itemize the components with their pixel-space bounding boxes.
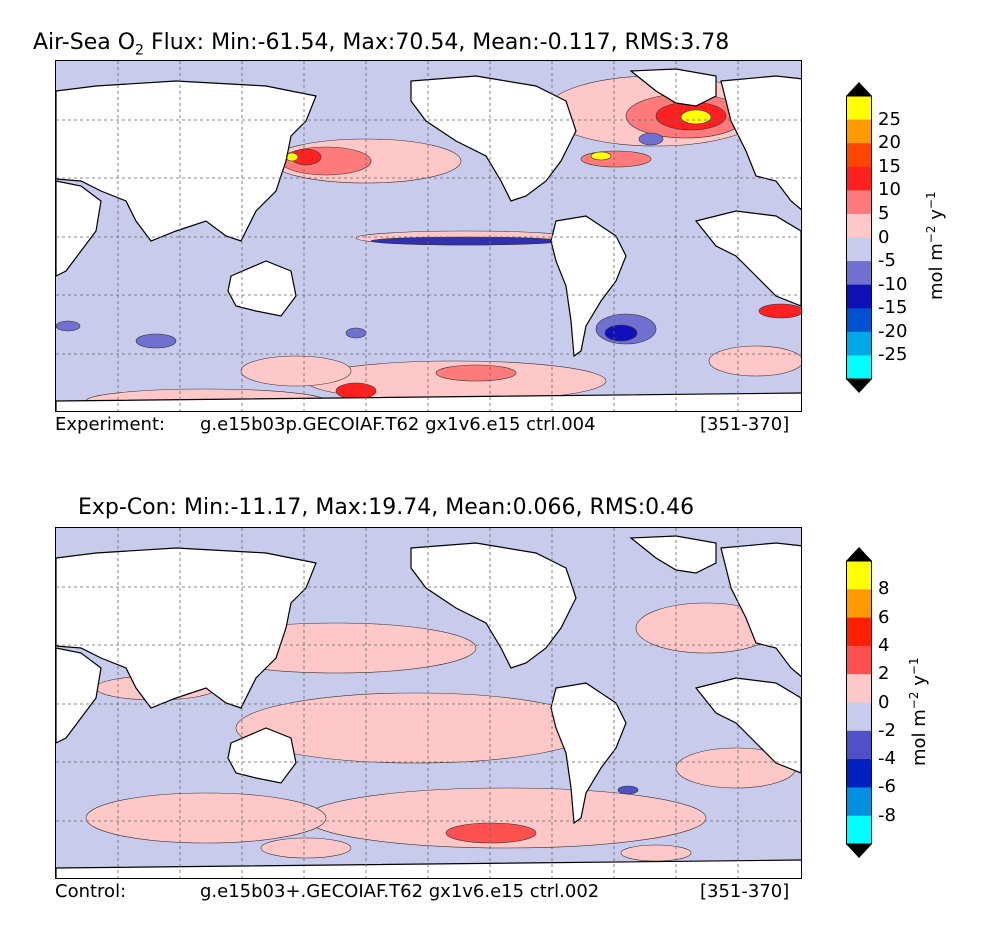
panel1-colorbar-tick-label: -20 bbox=[878, 320, 908, 342]
panel1-colorbar-tick-label: 5 bbox=[878, 202, 890, 224]
panel2-colorbar-units: mol m−2 y−1 bbox=[907, 657, 930, 766]
panel1-footer-case: g.e15b03p.GECOIAF.T62 gx1v6.e15 ctrl.004 bbox=[200, 414, 596, 435]
panel1-title-rest: Flux: Min:-61.54, Max:70.54, Mean:-0.117… bbox=[143, 30, 730, 55]
panel2-colorbar-swatch bbox=[846, 645, 872, 675]
panel1-colorbar-swatch bbox=[846, 213, 872, 238]
panel1-colorbar-swatch bbox=[846, 190, 872, 215]
panel1-footer-label: Experiment: bbox=[55, 414, 166, 435]
panel2-colorbar-swatch bbox=[846, 561, 872, 590]
panel1-colorbar-tick-label: 25 bbox=[878, 108, 901, 130]
panel1-colorbar-tick-label: -10 bbox=[878, 273, 908, 295]
panel1-colorbar-tick-label: 10 bbox=[878, 179, 901, 201]
panel1-units-exp2: −1 bbox=[924, 191, 938, 210]
panel1-colorbar-swatch bbox=[846, 261, 872, 286]
panel2-units-exp2: −1 bbox=[907, 657, 921, 676]
panel2-colorbar-tick-label: -8 bbox=[878, 804, 896, 826]
panel2-colorbar bbox=[846, 547, 872, 858]
panel1-colorbar-swatch bbox=[846, 237, 872, 262]
panel1-colorbar-swatch bbox=[846, 284, 872, 309]
panel1-map bbox=[55, 60, 802, 412]
panel2-colorbar-tick-label: -4 bbox=[878, 748, 896, 770]
panel2-colorbar-swatch bbox=[846, 815, 872, 845]
panel2-map bbox=[55, 527, 802, 879]
panel2-colorbar-swatch bbox=[846, 617, 872, 647]
panel1-colorbar-swatch bbox=[846, 166, 872, 191]
panel1-footer-years: [351-370] bbox=[700, 414, 790, 435]
panel2-land bbox=[56, 535, 801, 878]
panel2-positive-diff-regions bbox=[85, 602, 797, 862]
panel2-footer-label: Control: bbox=[55, 881, 127, 902]
panel2-footer-years: [351-370] bbox=[700, 881, 790, 902]
panel2-colorbar-swatch bbox=[846, 589, 872, 619]
panel1-colorbar-swatch bbox=[846, 143, 872, 168]
panel1-units-mid: y bbox=[926, 209, 947, 226]
panel2-colorbar-tick-label: 8 bbox=[878, 578, 890, 600]
panel2-colorbar-tick-label: 6 bbox=[878, 606, 890, 628]
panel1-colorbar-border bbox=[846, 95, 872, 380]
panel2-colorbar-tick-label: 4 bbox=[878, 634, 890, 656]
panel2-colorbar-tick-label: 0 bbox=[878, 691, 890, 713]
panel2-colorbar-tick-label: -2 bbox=[878, 719, 896, 741]
panel1-colorbar-tick-label: 20 bbox=[878, 132, 901, 154]
panel2-map-svg bbox=[56, 528, 801, 878]
panel1-colorbar-min-arrow bbox=[846, 379, 872, 393]
panel1-colorbar-swatch bbox=[846, 331, 872, 356]
panel2-colorbar-svg bbox=[846, 547, 872, 858]
panel1-colorbar bbox=[846, 82, 872, 393]
panel2-colorbar-swatch bbox=[846, 787, 872, 817]
panel2-colorbar-tick-label: 2 bbox=[878, 663, 890, 685]
panel1-colorbar-tick-label: -15 bbox=[878, 297, 908, 319]
panel1-title-prefix: Air-Sea O bbox=[33, 30, 136, 55]
panel2-colorbar-tick-label: -6 bbox=[878, 776, 896, 798]
panel1-colorbar-svg bbox=[846, 82, 872, 393]
panel2-units-mid: y bbox=[909, 675, 930, 692]
panel2-units-exp1: −2 bbox=[907, 691, 921, 710]
panel2-colorbar-border bbox=[846, 560, 872, 845]
panel2-title: Exp-Con: Min:-11.17, Max:19.74, Mean:0.0… bbox=[78, 495, 695, 520]
panel2-colorbar-swatch bbox=[846, 730, 872, 760]
panel1-title-subscript: 2 bbox=[135, 42, 144, 59]
panel1-units-exp1: −2 bbox=[924, 225, 938, 244]
panel2-colorbar-min-arrow bbox=[846, 844, 872, 858]
panel1-colorbar-swatch bbox=[846, 355, 872, 380]
panel1-colorbar-max-arrow bbox=[846, 82, 872, 96]
panel2-colorbar-swatch bbox=[846, 674, 872, 703]
panel2-gridlines bbox=[56, 528, 801, 878]
panel2-footer-case: g.e15b03+.GECOIAF.T62 gx1v6.e15 ctrl.002 bbox=[200, 881, 600, 902]
panel1-title: Air-Sea O2 Flux: Min:-61.54, Max:70.54, … bbox=[33, 30, 729, 58]
panel2-colorbar-swatch bbox=[846, 702, 872, 732]
panel1-colorbar-swatch bbox=[846, 308, 872, 333]
panel1-colorbar-tick-label: -5 bbox=[878, 250, 896, 272]
panel2-colorbar-swatch bbox=[846, 759, 872, 788]
panel1-colorbar-swatch bbox=[846, 119, 872, 144]
panel1-map-svg bbox=[56, 61, 801, 411]
panel2-units-base: mol m bbox=[909, 709, 930, 766]
panel1-colorbar-tick-label: 0 bbox=[878, 226, 890, 248]
panel1-negative-flux-regions bbox=[56, 132, 664, 349]
panel1-colorbar-swatch bbox=[846, 96, 872, 121]
panel2-negative-diff-regions bbox=[617, 785, 639, 795]
panel1-colorbar-tick-label: -25 bbox=[878, 344, 908, 366]
panel1-gridlines bbox=[56, 61, 801, 411]
panel1-colorbar-tick-label: 15 bbox=[878, 155, 901, 177]
panel1-colorbar-units: mol m−2 y−1 bbox=[924, 191, 947, 300]
panel2-colorbar-max-arrow bbox=[846, 547, 872, 561]
panel1-land bbox=[56, 68, 801, 411]
panel1-units-base: mol m bbox=[926, 243, 947, 300]
